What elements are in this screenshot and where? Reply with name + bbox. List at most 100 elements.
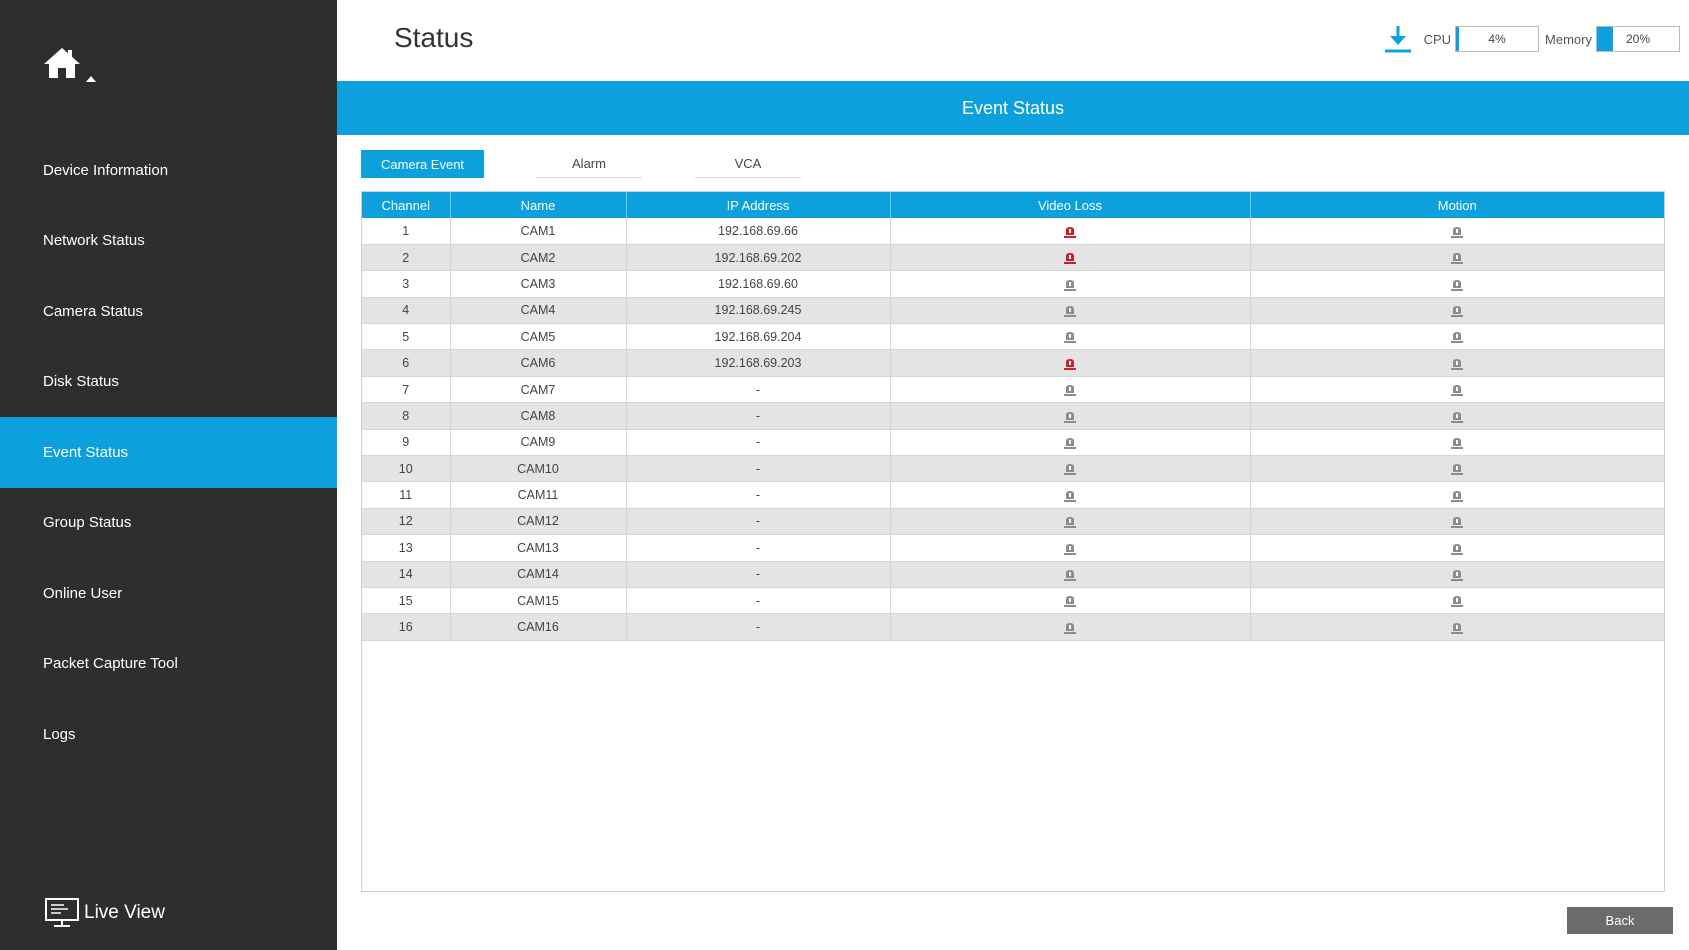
sidebar-item-online-user[interactable]: Online User	[0, 558, 337, 629]
video-loss-normal-icon	[1064, 279, 1076, 291]
table-row[interactable]: 3 CAM3 192.168.69.60	[362, 270, 1664, 298]
cell-channel: 10	[362, 455, 451, 483]
cell-name: CAM14	[450, 561, 627, 588]
download-icon[interactable]	[1382, 24, 1414, 54]
cell-ip-address: 192.168.69.245	[626, 297, 891, 325]
cell-ip-address: -	[626, 429, 891, 457]
tab-camera-event[interactable]: Camera Event	[361, 150, 484, 178]
cell-ip-address: 192.168.69.204	[626, 323, 891, 351]
resource-monitor: CPU 4% Memory 20%	[1382, 24, 1680, 54]
sidebar-item-event-status[interactable]: Event Status	[0, 417, 337, 488]
cell-name: CAM16	[450, 613, 627, 641]
sidebar: Device Information Network Status Camera…	[0, 0, 337, 950]
cell-ip-address: -	[626, 376, 891, 404]
motion-normal-icon	[1451, 253, 1464, 265]
table-row[interactable]: 2 CAM2 192.168.69.202	[362, 244, 1664, 272]
cell-channel: 16	[362, 613, 451, 641]
column-header-motion[interactable]: Motion	[1437, 197, 1477, 213]
sidebar-item-network-status[interactable]: Network Status	[0, 206, 337, 277]
cell-motion	[1250, 561, 1664, 588]
sidebar-nav: Device Information Network Status Camera…	[0, 135, 337, 770]
cell-motion	[1250, 218, 1664, 245]
table-row[interactable]: 11 CAM11-	[362, 481, 1664, 509]
live-view-button[interactable]: Live View	[44, 897, 165, 929]
sidebar-item-logs[interactable]: Logs	[0, 699, 337, 770]
column-header-name[interactable]: Name	[450, 192, 627, 218]
motion-normal-icon	[1451, 411, 1464, 423]
back-button[interactable]: Back	[1567, 907, 1673, 934]
cell-name: CAM10	[450, 455, 627, 483]
cell-video-loss	[890, 218, 1251, 245]
cell-channel: 7	[362, 376, 451, 404]
table-row[interactable]: 16 CAM16-	[362, 613, 1664, 641]
table-body: 1 CAM1 192.168.69.66 2 CAM2 192.168.69.202 3 CA…	[362, 218, 1664, 641]
cell-channel: 3	[362, 270, 451, 298]
cell-name: CAM1	[450, 218, 627, 245]
tab-vca[interactable]: VCA	[695, 150, 801, 178]
cell-video-loss	[890, 270, 1251, 298]
sidebar-item-camera-status[interactable]: Camera Status	[0, 276, 337, 347]
event-table-container[interactable]: Channel Name IP Address Video Loss Motio…	[361, 191, 1665, 892]
cell-motion	[1250, 297, 1664, 325]
sidebar-item-group-status[interactable]: Group Status	[0, 488, 337, 559]
table-row[interactable]: 5 CAM5 192.168.69.204	[362, 323, 1664, 351]
cell-channel: 12	[362, 508, 451, 536]
motion-normal-icon	[1451, 596, 1464, 608]
cell-ip-address: -	[626, 481, 891, 509]
cell-name: CAM6	[450, 349, 627, 377]
cell-video-loss	[890, 508, 1251, 536]
cell-name: CAM4	[450, 297, 627, 325]
table-row[interactable]: 9 CAM9-	[362, 429, 1664, 457]
video-loss-normal-icon	[1064, 622, 1076, 634]
table-row[interactable]: 6 CAM6 192.168.69.203	[362, 349, 1664, 377]
video-loss-normal-icon	[1064, 569, 1076, 581]
table-row[interactable]: 10 CAM10-	[362, 455, 1664, 483]
cpu-usage-bar: 4%	[1455, 26, 1540, 52]
video-loss-normal-icon	[1064, 596, 1076, 608]
cell-name: CAM15	[450, 587, 627, 615]
table-row[interactable]: 12 CAM12-	[362, 508, 1664, 536]
table-row[interactable]: 7 CAM7-	[362, 376, 1664, 404]
video-loss-normal-icon	[1064, 438, 1076, 450]
cell-video-loss	[890, 561, 1251, 588]
table-row[interactable]: 14 CAM14-	[362, 561, 1664, 588]
table-row[interactable]: 13 CAM13-	[362, 534, 1664, 562]
home-button[interactable]	[42, 46, 102, 90]
cell-video-loss	[890, 455, 1251, 483]
column-header-ip-address[interactable]: IP Address	[626, 192, 891, 218]
cell-name: CAM11	[450, 481, 627, 509]
table-row[interactable]: 4 CAM4 192.168.69.245	[362, 297, 1664, 325]
table-row[interactable]: 8 CAM8-	[362, 402, 1664, 430]
motion-normal-icon	[1451, 226, 1464, 238]
video-loss-normal-icon	[1064, 332, 1076, 344]
cell-video-loss	[890, 297, 1251, 325]
motion-normal-icon	[1451, 332, 1464, 344]
table-row[interactable]: 1 CAM1 192.168.69.66	[362, 218, 1664, 245]
cell-motion	[1250, 429, 1664, 457]
motion-normal-icon	[1451, 306, 1464, 318]
sidebar-item-packet-capture-tool[interactable]: Packet Capture Tool	[0, 629, 337, 700]
cell-video-loss	[890, 244, 1251, 272]
cell-channel: 13	[362, 534, 451, 562]
column-header-channel[interactable]: Channel	[362, 192, 451, 218]
cell-motion	[1250, 455, 1664, 483]
memory-usage-fill	[1597, 27, 1614, 51]
cell-motion	[1250, 508, 1664, 536]
table-row[interactable]: 15 CAM15-	[362, 587, 1664, 615]
live-view-label: Live View	[84, 902, 165, 923]
cell-ip-address: 192.168.69.66	[626, 218, 891, 245]
cell-channel: 2	[362, 244, 451, 272]
cell-channel: 14	[362, 561, 451, 588]
sidebar-item-disk-status[interactable]: Disk Status	[0, 347, 337, 418]
sidebar-item-label: Camera Status	[43, 302, 144, 320]
cell-channel: 15	[362, 587, 451, 615]
cpu-usage-value: 4%	[1488, 32, 1506, 46]
sidebar-item-device-information[interactable]: Device Information	[0, 135, 337, 206]
sidebar-item-label: Event Status	[43, 443, 129, 461]
motion-normal-icon	[1451, 464, 1464, 476]
column-header-video-loss[interactable]: Video Loss	[890, 192, 1251, 218]
tab-alarm[interactable]: Alarm	[536, 150, 642, 178]
cell-name: CAM13	[450, 534, 627, 562]
motion-normal-icon	[1451, 279, 1464, 291]
cell-motion	[1250, 270, 1664, 298]
